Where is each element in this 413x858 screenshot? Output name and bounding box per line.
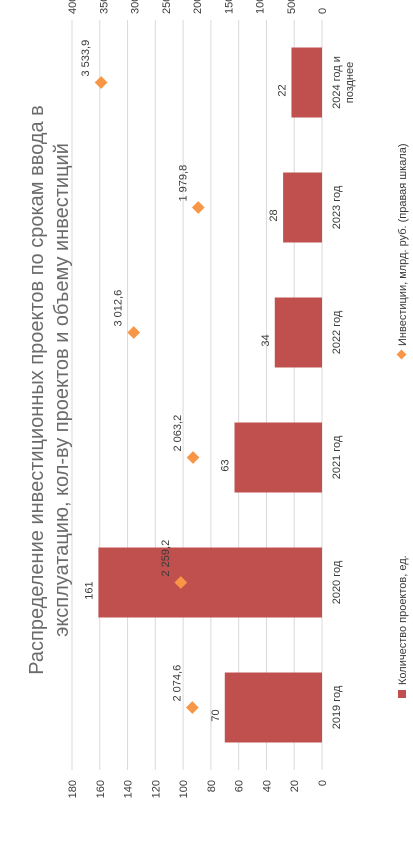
legend-marker-label: Инвестиции, млрд. руб. (правая шкала) — [397, 143, 409, 346]
bar — [291, 47, 323, 118]
left-tick-label: 20 — [289, 780, 301, 792]
left-tick-label: 140 — [123, 780, 135, 798]
category-label: 2020 год — [331, 560, 343, 604]
right-tick-label: 2000 — [192, 0, 204, 14]
bar-value-label: 70 — [210, 709, 222, 721]
left-tick-label: 40 — [261, 780, 273, 792]
plot-area: 70 2 074,6 161 2 259,2 63 2 063,2 34 3 012,6 28 1… — [26, 0, 409, 798]
marker-value-label: 2 259,2 — [160, 540, 172, 577]
marker-value-label: 3 533,9 — [80, 40, 92, 77]
bar-value-label: 161 — [83, 581, 95, 599]
bar-value-label: 28 — [268, 209, 280, 221]
category-label: 2021 год — [331, 435, 343, 479]
chart-title-line1: Распределение инвестиционных проектов по… — [26, 105, 48, 675]
investment-marker — [94, 76, 108, 89]
bar — [234, 422, 322, 493]
investment-marker — [191, 201, 205, 214]
category-label: 2019 год — [331, 685, 343, 729]
bar-value-label: 22 — [276, 84, 288, 96]
left-tick-label: 160 — [95, 780, 107, 798]
legend-bar-swatch — [398, 690, 406, 698]
bar — [98, 547, 322, 618]
legend-marker-swatch — [396, 349, 407, 360]
axis-ticks: 0 20 40 60 80 100 120 140 160 180 0 500 1000 1500 2000… — [67, 0, 329, 798]
category-label: 2024 год и — [331, 56, 343, 109]
bar — [274, 297, 322, 368]
category-label: позднее — [344, 62, 356, 103]
bar-value-label: 34 — [260, 334, 272, 346]
legend: Количество проектов, ед. Инвестиции, млр… — [396, 143, 409, 698]
left-tick-label: 0 — [317, 780, 329, 786]
investment-marker — [186, 451, 200, 464]
right-tick-label: 1000 — [255, 0, 267, 14]
bar-series — [98, 47, 323, 743]
category-label: 2023 год — [331, 185, 343, 229]
bar — [283, 172, 323, 243]
bar — [224, 672, 322, 743]
marker-value-label: 3 012,6 — [113, 290, 125, 327]
marker-value-label: 2 074,6 — [171, 665, 183, 702]
bar-value-label: 63 — [220, 459, 232, 471]
legend-bar-label: Количество проектов, ед. — [397, 555, 409, 685]
category-labels: 2019 год 2020 год 2021 год 2022 год 2023 год… — [331, 56, 356, 729]
left-tick-label: 120 — [150, 780, 162, 798]
investment-marker — [127, 326, 141, 339]
gridlines — [71, 20, 323, 770]
left-tick-label: 80 — [206, 780, 218, 792]
investment-marker — [185, 701, 199, 714]
data-labels: 70 2 074,6 161 2 259,2 63 2 063,2 34 3 012,6 28 1… — [80, 40, 288, 722]
right-tick-label: 2500 — [161, 0, 173, 14]
right-tick-label: 3500 — [98, 0, 110, 14]
chart-title-line2: эксплуатацию, кол-ву проектов и объему и… — [51, 143, 73, 637]
right-tick-label: 1500 — [223, 0, 235, 14]
left-tick-label: 60 — [234, 780, 246, 792]
marker-value-label: 1 979,8 — [177, 165, 189, 202]
left-tick-label: 180 — [67, 780, 79, 798]
right-tick-label: 0 — [317, 8, 329, 14]
marker-value-label: 2 063,2 — [172, 415, 184, 452]
category-label: 2022 год — [331, 310, 343, 354]
right-tick-label: 500 — [286, 0, 298, 14]
right-tick-label: 3000 — [130, 0, 142, 14]
left-tick-label: 100 — [178, 780, 190, 798]
right-tick-label: 4000 — [67, 0, 79, 14]
